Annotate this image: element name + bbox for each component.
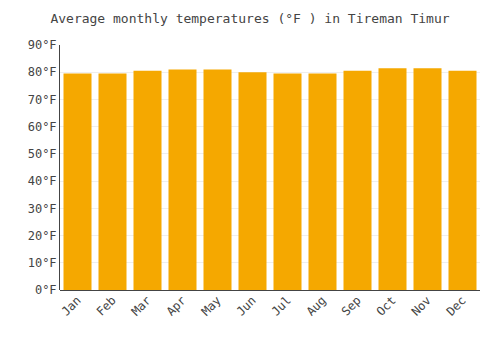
svg-text:50°F: 50°F — [28, 147, 57, 161]
svg-text:Mar: Mar — [129, 293, 154, 318]
svg-text:60°F: 60°F — [28, 120, 57, 134]
svg-text:Jan: Jan — [59, 293, 84, 318]
svg-text:20°F: 20°F — [28, 229, 57, 243]
svg-text:Nov: Nov — [409, 293, 434, 318]
svg-text:Dec: Dec — [444, 293, 469, 318]
svg-text:Feb: Feb — [94, 293, 119, 318]
svg-text:30°F: 30°F — [28, 202, 57, 216]
svg-text:Jul: Jul — [269, 293, 294, 318]
svg-text:40°F: 40°F — [28, 174, 57, 188]
svg-text:0°F: 0°F — [35, 283, 57, 297]
svg-text:Oct: Oct — [374, 293, 399, 318]
svg-text:Aug: Aug — [304, 293, 329, 318]
svg-text:70°F: 70°F — [28, 93, 57, 107]
svg-text:Jun: Jun — [234, 293, 259, 318]
svg-text:Average monthly temperatures (: Average monthly temperatures (°F ) in Ti… — [50, 11, 449, 26]
svg-text:May: May — [199, 293, 224, 318]
svg-text:90°F: 90°F — [28, 38, 57, 52]
svg-text:10°F: 10°F — [28, 256, 57, 270]
svg-text:Sep: Sep — [339, 293, 364, 318]
svg-text:Apr: Apr — [164, 293, 189, 318]
svg-text:80°F: 80°F — [28, 65, 57, 79]
